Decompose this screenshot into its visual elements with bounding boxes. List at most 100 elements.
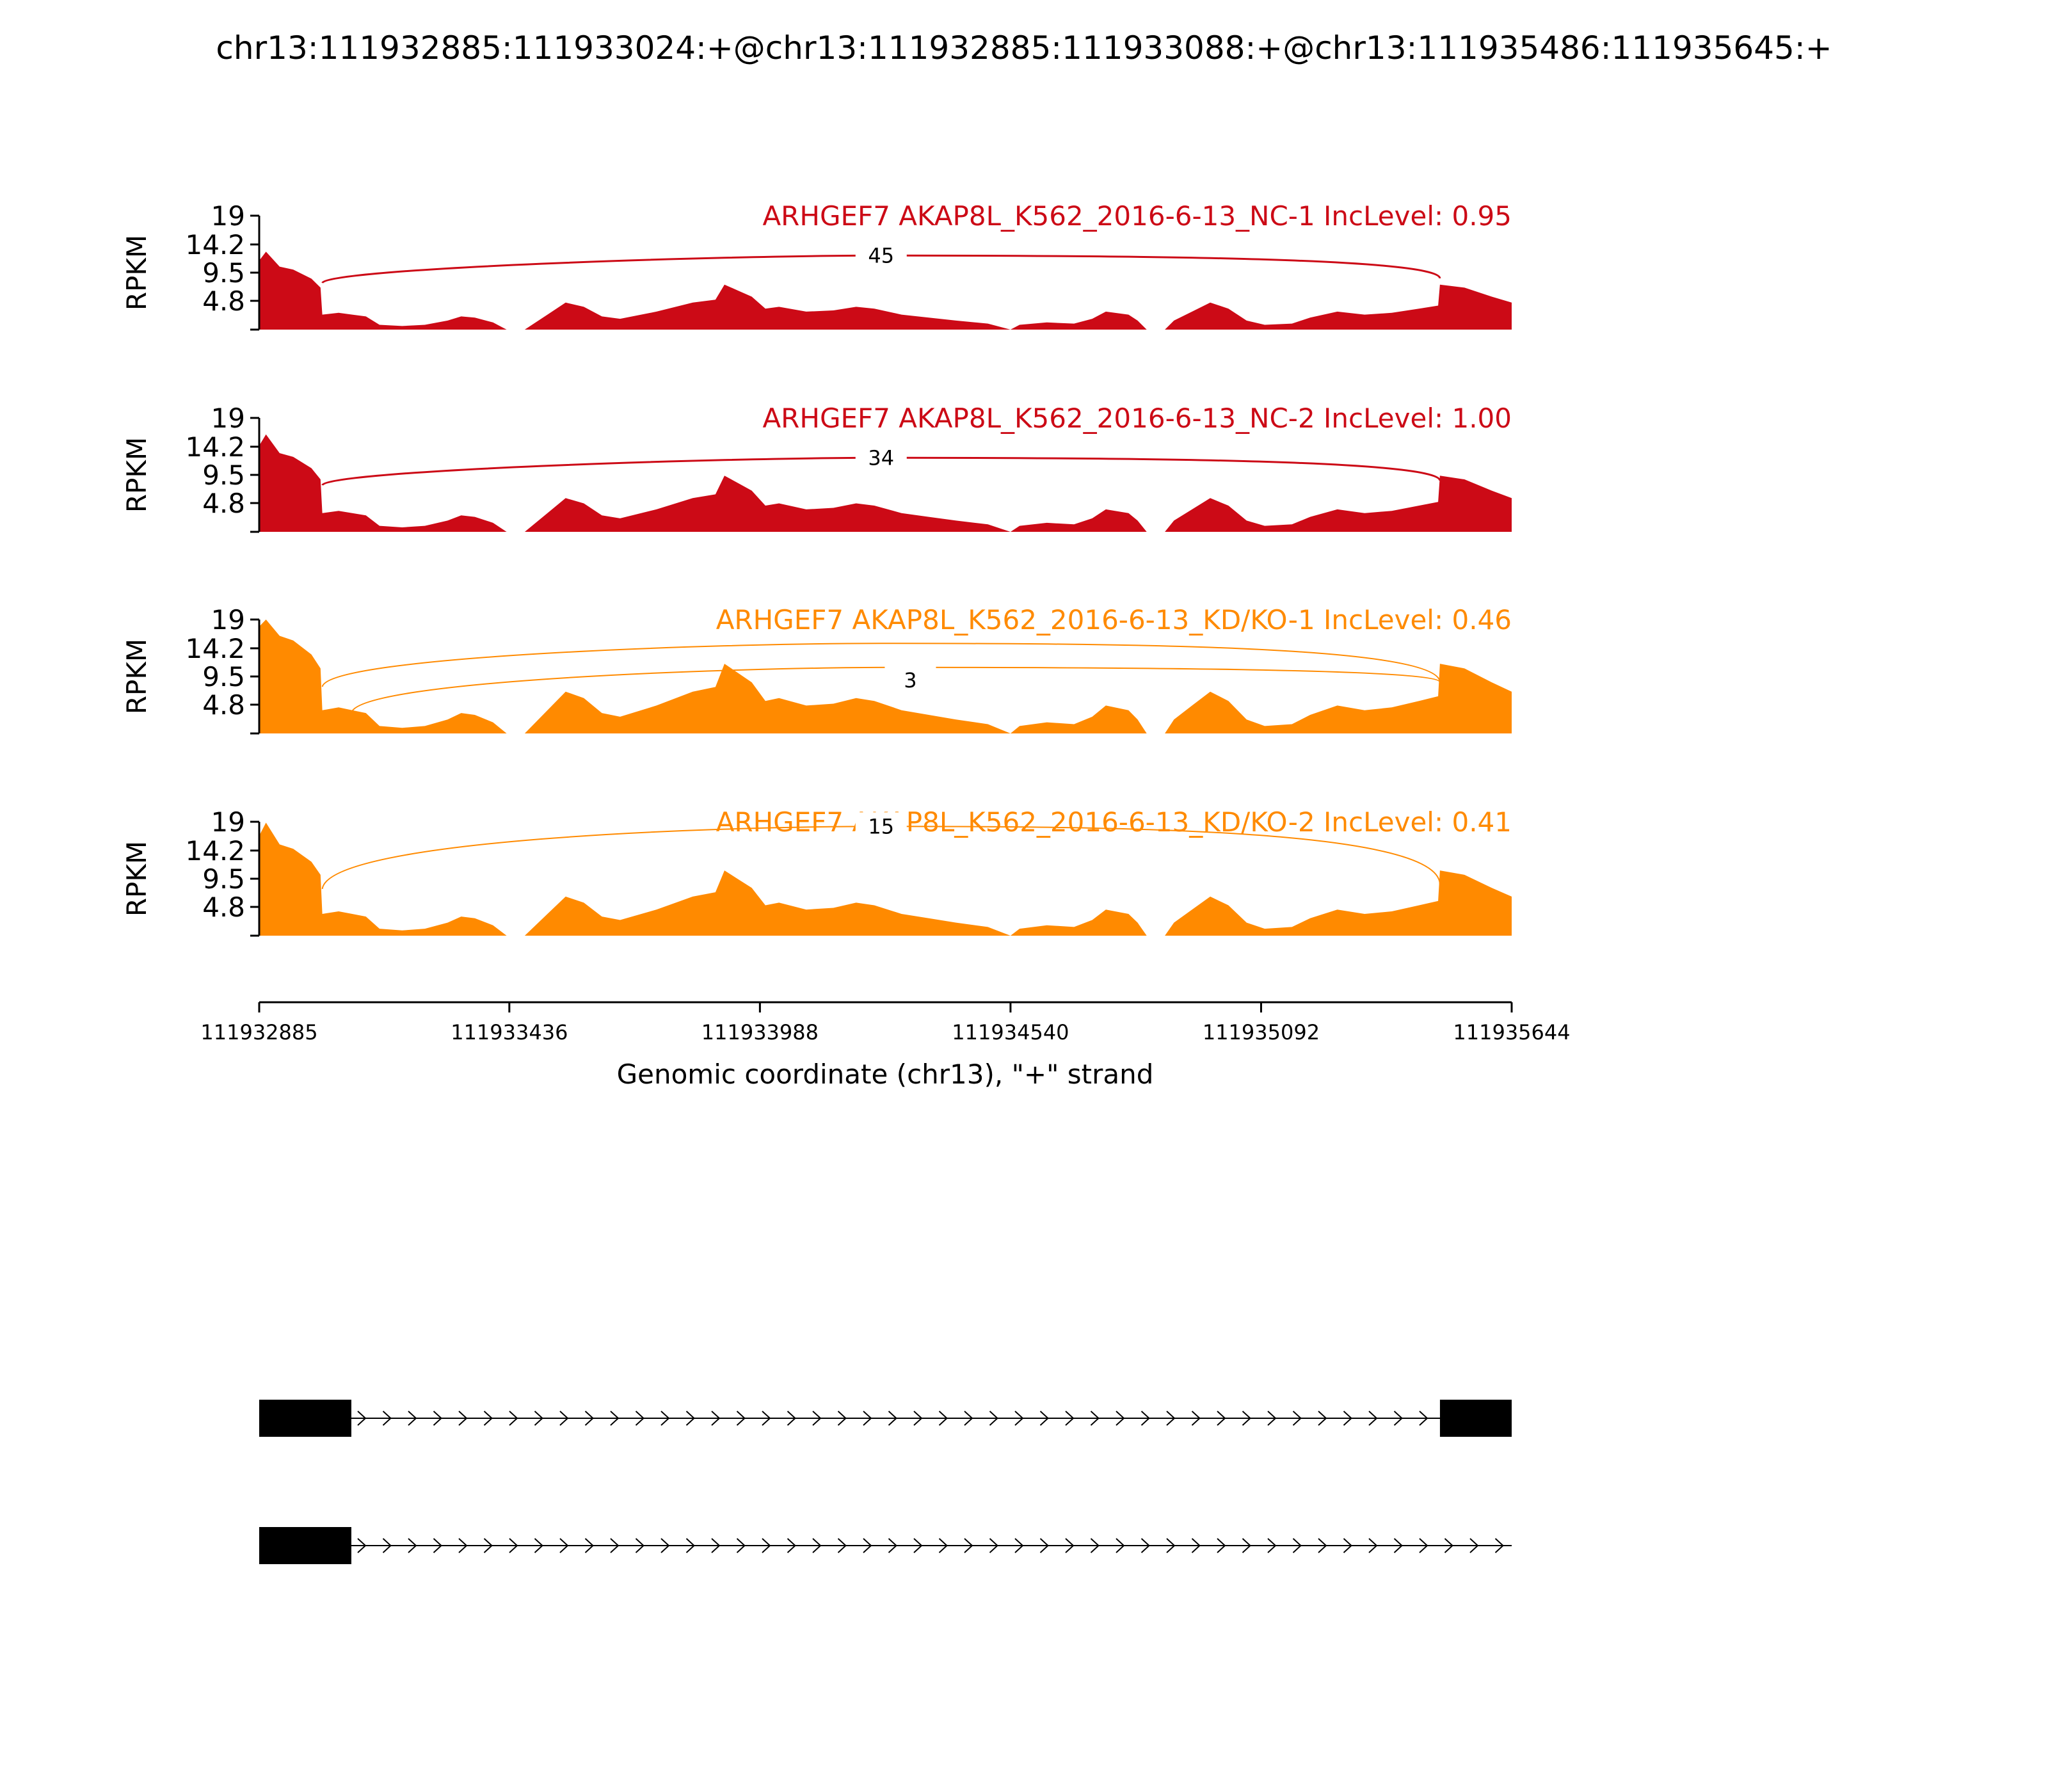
x-tick-label: 111933436 xyxy=(451,1020,568,1044)
y-tick-label: 4.8 xyxy=(202,689,245,721)
sample-label: ARHGEF7 AKAP8L_K562_2016-6-13_NC-1 IncLe… xyxy=(762,200,1512,232)
strand-arrow xyxy=(685,1411,695,1426)
coverage-area xyxy=(259,434,1512,532)
strand-arrow xyxy=(1267,1538,1277,1553)
strand-arrow xyxy=(762,1538,771,1553)
strand-arrow xyxy=(660,1538,670,1553)
strand-arrow xyxy=(837,1411,847,1426)
strand-arrow xyxy=(938,1411,948,1426)
strand-arrow xyxy=(1191,1411,1201,1426)
strand-arrow xyxy=(1267,1411,1277,1426)
sample-label: ARHGEF7 AKAP8L_K562_2016-6-13_KD/KO-1 In… xyxy=(716,604,1512,636)
strand-arrow xyxy=(509,1538,518,1553)
strand-arrow xyxy=(964,1538,973,1553)
x-tick-label: 111935092 xyxy=(1203,1020,1320,1044)
strand-arrow xyxy=(408,1411,417,1426)
strand-arrow xyxy=(888,1411,897,1426)
x-axis: Genomic coordinate (chr13), "+" strand 1… xyxy=(200,1001,1571,1090)
strand-arrow xyxy=(1191,1538,1201,1553)
strand-arrow xyxy=(1393,1411,1403,1426)
strand-arrow xyxy=(1039,1538,1049,1553)
strand-arrow xyxy=(863,1411,872,1426)
y-tick-label: 4.8 xyxy=(202,892,245,923)
strand-arrow xyxy=(458,1538,468,1553)
strand-arrow xyxy=(1090,1538,1100,1553)
y-tick-label: 14.2 xyxy=(185,633,245,664)
strand-arrow xyxy=(1140,1411,1150,1426)
strand-arrow xyxy=(635,1538,644,1553)
y-tick-label: 14.2 xyxy=(185,229,245,260)
strand-arrow xyxy=(711,1538,721,1553)
x-tick-label: 111933988 xyxy=(701,1020,819,1044)
y-tick-label: 19 xyxy=(211,806,245,838)
y-axis-label: RPKM xyxy=(121,841,152,916)
strand-arrow xyxy=(863,1538,872,1553)
strand-arrow xyxy=(1419,1538,1428,1553)
strand-arrow xyxy=(458,1411,468,1426)
y-tick-label: 9.5 xyxy=(202,863,245,895)
junction-arc xyxy=(321,643,1441,687)
strand-arrow xyxy=(989,1411,998,1426)
strand-arrow xyxy=(382,1411,392,1426)
exon-block xyxy=(1439,1400,1512,1437)
strand-arrow xyxy=(509,1411,518,1426)
y-tick-label: 9.5 xyxy=(202,257,245,289)
junction-count: 15 xyxy=(868,814,894,838)
y-tick-label: 9.5 xyxy=(202,661,245,692)
strand-arrow xyxy=(1039,1411,1049,1426)
transcript xyxy=(259,1400,1512,1437)
strand-arrow xyxy=(357,1538,367,1553)
y-tick-label: 4.8 xyxy=(202,285,245,317)
strand-arrow xyxy=(534,1411,543,1426)
strand-arrow xyxy=(660,1411,670,1426)
junction-count-bg xyxy=(884,666,936,692)
strand-arrow xyxy=(1242,1411,1251,1426)
strand-arrow xyxy=(483,1538,493,1553)
strand-arrow xyxy=(357,1411,367,1426)
y-tick-label: 14.2 xyxy=(185,835,245,867)
strand-arrow xyxy=(685,1538,695,1553)
junction-count: 3 xyxy=(904,668,916,692)
strand-arrow xyxy=(989,1538,998,1553)
strand-arrow xyxy=(1393,1538,1403,1553)
strand-arrow xyxy=(1318,1538,1327,1553)
exon-block xyxy=(259,1527,351,1564)
junction-count-bg xyxy=(855,444,907,470)
strand-arrow xyxy=(787,1411,796,1426)
strand-arrow xyxy=(584,1538,594,1553)
junction-count-bg xyxy=(855,812,907,838)
y-axis-label: RPKM xyxy=(121,235,152,310)
strand-arrow xyxy=(1494,1538,1504,1553)
strand-arrow xyxy=(559,1411,569,1426)
strand-arrow xyxy=(1419,1411,1428,1426)
strand-arrow xyxy=(1444,1538,1453,1553)
strand-arrow xyxy=(938,1538,948,1553)
strand-arrow xyxy=(1090,1411,1100,1426)
strand-arrow xyxy=(1368,1411,1378,1426)
junction-count: 45 xyxy=(868,243,894,268)
strand-arrow xyxy=(433,1411,442,1426)
y-tick-label: 9.5 xyxy=(202,460,245,491)
strand-arrow xyxy=(1166,1538,1176,1553)
strand-arrow xyxy=(736,1411,746,1426)
y-tick-label: 14.2 xyxy=(185,431,245,463)
coverage-area xyxy=(259,822,1512,936)
sample-label: ARHGEF7 AKAP8L_K562_2016-6-13_NC-2 IncLe… xyxy=(762,403,1512,434)
strand-arrow xyxy=(635,1411,644,1426)
x-tick-label: 111934540 xyxy=(952,1020,1069,1044)
strand-arrow xyxy=(812,1411,822,1426)
coverage-area xyxy=(259,620,1512,733)
strand-arrow xyxy=(964,1411,973,1426)
strand-arrow xyxy=(433,1538,442,1553)
strand-arrow xyxy=(1116,1411,1125,1426)
strand-arrow xyxy=(1014,1538,1024,1553)
sample-label: ARHGEF7 AKAP8L_K562_2016-6-13_KD/KO-2 In… xyxy=(716,806,1512,838)
strand-arrow xyxy=(1292,1411,1302,1426)
transcript-models xyxy=(259,1400,1512,1564)
strand-arrow xyxy=(1014,1411,1024,1426)
